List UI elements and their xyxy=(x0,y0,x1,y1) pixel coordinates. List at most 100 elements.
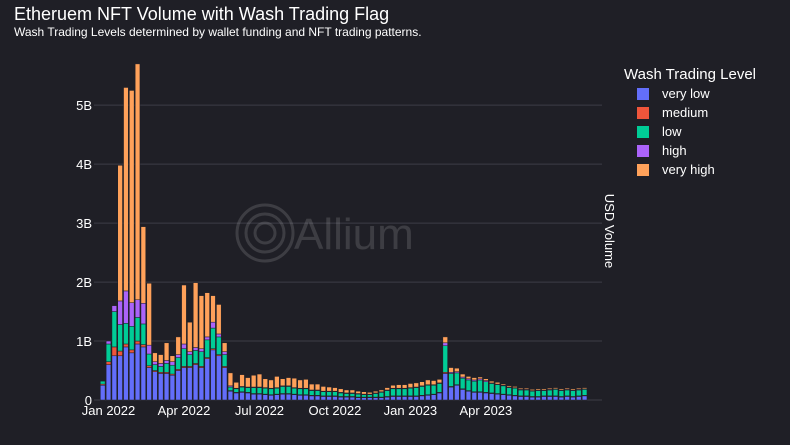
bar-very-high-13[interactable] xyxy=(175,336,181,355)
bar-very-high-46[interactable] xyxy=(367,392,373,395)
bar-very-high-43[interactable] xyxy=(349,389,355,394)
bar-very-low-70[interactable] xyxy=(506,395,512,401)
bar-low-50[interactable] xyxy=(390,388,396,397)
bar-low-74[interactable] xyxy=(529,390,535,397)
bar-very-high-42[interactable] xyxy=(343,389,350,394)
bar-very-low-40[interactable] xyxy=(332,396,338,401)
bar-very-low-53[interactable] xyxy=(407,396,414,401)
bar-very-high-19[interactable] xyxy=(210,295,216,323)
bar-very-high-27[interactable] xyxy=(256,373,263,388)
bar-low-36[interactable] xyxy=(309,390,315,396)
bar-very-low-82[interactable] xyxy=(576,396,582,401)
bar-low-65[interactable] xyxy=(477,379,483,392)
bar-very-low-79[interactable] xyxy=(558,396,564,401)
bar-very-low-34[interactable] xyxy=(297,395,303,401)
bar-very-high-22[interactable] xyxy=(227,372,234,387)
bar-very-low-46[interactable] xyxy=(367,397,373,401)
bar-very-high-29[interactable] xyxy=(268,379,274,389)
bar-low-47[interactable] xyxy=(372,393,379,398)
bar-very-high-55[interactable] xyxy=(419,381,425,387)
bar-high-1[interactable] xyxy=(105,340,112,345)
bar-very-high-33[interactable] xyxy=(291,377,297,388)
bar-low-45[interactable] xyxy=(361,394,367,398)
bar-low-66[interactable] xyxy=(483,381,489,393)
bar-very-high-38[interactable] xyxy=(320,386,326,392)
bar-very-high-28[interactable] xyxy=(262,378,268,388)
bar-very-low-60[interactable] xyxy=(448,386,454,401)
bar-low-62[interactable] xyxy=(460,377,466,390)
bar-very-low-62[interactable] xyxy=(460,389,466,401)
bar-very-high-83[interactable] xyxy=(581,387,588,390)
bar-low-11[interactable] xyxy=(163,363,170,373)
bar-very-low-47[interactable] xyxy=(372,397,379,401)
bar-low-32[interactable] xyxy=(285,386,292,394)
bar-very-low-71[interactable] xyxy=(512,395,518,401)
bar-low-30[interactable] xyxy=(274,387,280,395)
legend-swatch-very-low[interactable] xyxy=(637,88,649,100)
bar-very-high-39[interactable] xyxy=(326,386,332,392)
bar-very-low-6[interactable] xyxy=(134,343,141,401)
bar-very-low-28[interactable] xyxy=(262,394,268,401)
bar-low-0[interactable] xyxy=(100,380,106,385)
bar-very-high-8[interactable] xyxy=(146,282,152,346)
bar-very-high-45[interactable] xyxy=(361,391,367,395)
bar-medium-8[interactable] xyxy=(146,365,152,368)
bar-very-low-12[interactable] xyxy=(169,374,176,401)
bar-very-high-21[interactable] xyxy=(221,342,228,352)
bar-low-14[interactable] xyxy=(181,348,187,367)
bar-very-low-83[interactable] xyxy=(581,395,588,401)
bar-high-6[interactable] xyxy=(134,299,141,318)
bar-very-low-14[interactable] xyxy=(181,367,187,401)
bar-low-55[interactable] xyxy=(419,386,425,396)
bar-high-20[interactable] xyxy=(216,333,222,338)
bar-very-high-44[interactable] xyxy=(355,390,361,394)
bar-very-high-12[interactable] xyxy=(169,355,176,362)
bar-high-11[interactable] xyxy=(163,360,170,364)
bar-low-67[interactable] xyxy=(489,383,495,394)
bar-very-high-35[interactable] xyxy=(303,379,309,389)
bar-low-52[interactable] xyxy=(401,388,408,397)
bar-low-43[interactable] xyxy=(349,393,355,397)
bar-medium-6[interactable] xyxy=(134,340,141,345)
bar-high-18[interactable] xyxy=(204,336,210,341)
bar-low-48[interactable] xyxy=(378,392,385,398)
bar-very-high-53[interactable] xyxy=(407,383,414,388)
bar-very-high-80[interactable] xyxy=(564,387,570,390)
bar-low-44[interactable] xyxy=(355,393,361,398)
bar-very-low-16[interactable] xyxy=(192,364,199,401)
bar-very-low-43[interactable] xyxy=(349,396,355,401)
bar-very-high-75[interactable] xyxy=(535,388,541,391)
bar-low-25[interactable] xyxy=(245,387,251,393)
bar-low-53[interactable] xyxy=(407,387,414,397)
bar-very-high-56[interactable] xyxy=(425,379,431,385)
bar-very-low-65[interactable] xyxy=(477,392,483,401)
bar-very-high-82[interactable] xyxy=(576,387,582,390)
bar-very-low-33[interactable] xyxy=(291,394,297,401)
bar-low-60[interactable] xyxy=(448,373,454,387)
bar-very-high-58[interactable] xyxy=(436,379,443,384)
bar-low-64[interactable] xyxy=(471,380,477,392)
legend-label[interactable]: high xyxy=(662,143,687,158)
bar-low-31[interactable] xyxy=(280,386,286,394)
bar-very-low-18[interactable] xyxy=(204,358,210,401)
bar-very-high-23[interactable] xyxy=(233,382,239,389)
bar-medium-1[interactable] xyxy=(105,361,112,365)
bar-low-58[interactable] xyxy=(436,383,443,393)
bar-low-3[interactable] xyxy=(117,324,123,352)
bar-low-51[interactable] xyxy=(396,388,402,397)
bar-very-low-48[interactable] xyxy=(378,397,385,401)
bar-high-21[interactable] xyxy=(221,351,228,355)
bar-very-low-50[interactable] xyxy=(390,396,396,401)
bar-very-low-38[interactable] xyxy=(320,396,326,401)
bar-very-low-9[interactable] xyxy=(152,371,158,401)
bar-very-low-27[interactable] xyxy=(256,393,263,401)
bar-low-42[interactable] xyxy=(343,393,350,397)
bar-low-79[interactable] xyxy=(558,390,564,397)
bar-very-low-23[interactable] xyxy=(233,392,239,401)
bar-very-low-13[interactable] xyxy=(175,370,181,401)
bar-low-23[interactable] xyxy=(233,388,239,393)
bar-low-76[interactable] xyxy=(541,390,547,397)
bar-very-low-75[interactable] xyxy=(535,396,541,401)
bar-very-high-48[interactable] xyxy=(378,389,385,392)
bar-high-59[interactable] xyxy=(442,342,448,347)
